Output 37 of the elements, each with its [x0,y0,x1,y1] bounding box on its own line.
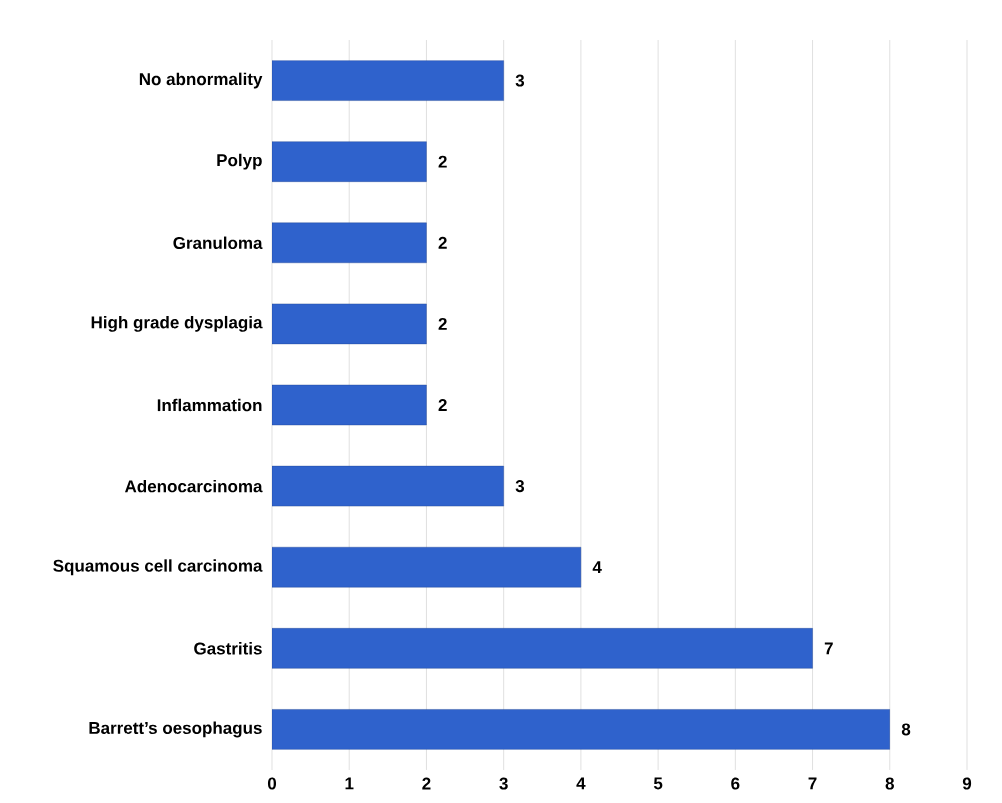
x-tick-label: 5 [653,777,663,790]
bar [272,222,427,263]
y-tick-label: High grade dysplagia [91,315,263,332]
y-tick-label: Inflammation [157,398,262,412]
y-tick-label: Granuloma [173,236,263,250]
data-label: 3 [515,74,525,87]
x-tick-label: 7 [808,777,817,790]
x-tick-label: 4 [576,777,586,790]
x-tick-label: 2 [422,777,431,790]
data-label: 4 [592,561,602,574]
x-tick-label: 6 [731,777,740,790]
data-label: 3 [515,480,525,493]
x-tick-label: 3 [499,777,508,790]
bar [272,465,504,507]
x-tick-label: 1 [345,777,354,790]
y-tick-label: Gastritis [194,642,262,655]
bar [272,709,890,750]
bar [272,547,582,588]
data-label: 7 [824,642,833,655]
bar [272,628,813,669]
data-label: 2 [438,399,447,411]
x-tick-label: 0 [267,777,277,790]
data-label: 2 [438,155,447,168]
bar [272,384,427,426]
data-label: 8 [901,723,911,736]
x-tick-label: 8 [885,777,894,790]
y-tick-label: Adenocarcinoma [124,479,263,493]
y-tick-label: No abnormality [139,72,263,89]
y-tick-label: Polyp [217,153,262,170]
bar [272,303,427,345]
y-tick-label: Barrett’s oesophagus [89,721,262,738]
bar [272,60,504,101]
data-label: 2 [438,317,447,330]
data-label: 2 [438,236,447,249]
y-tick-label: Squamous cell carcinoma [53,559,263,576]
x-tick-label: 9 [962,777,972,790]
bar [272,141,427,182]
